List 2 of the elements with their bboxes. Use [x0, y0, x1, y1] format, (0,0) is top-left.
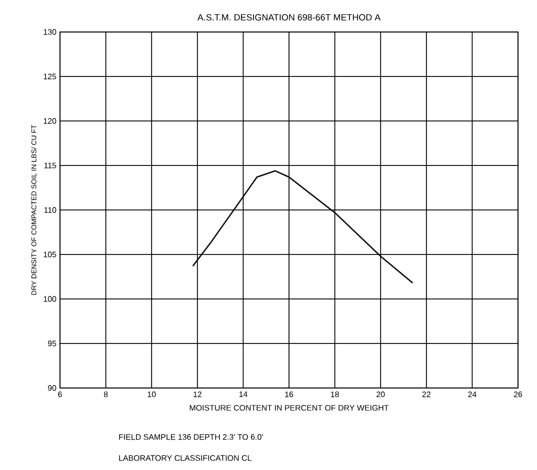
- line-series: [192, 170, 414, 284]
- chart-title: A.S.T.M. DESIGNATION 698-66T METHOD A: [197, 14, 381, 21]
